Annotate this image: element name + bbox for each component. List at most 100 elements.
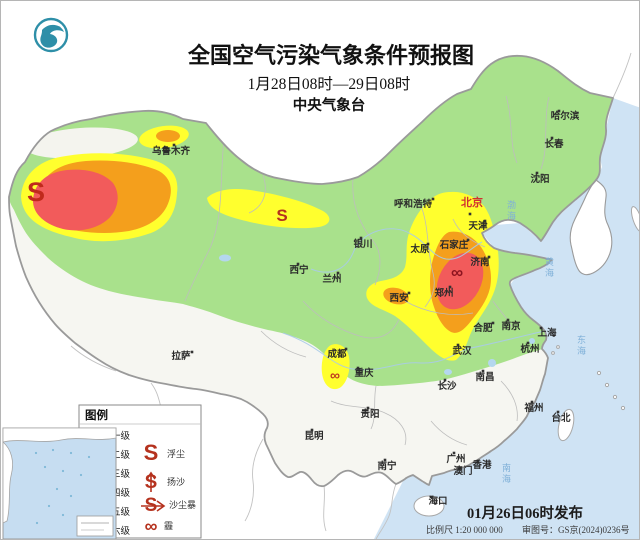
city-dot xyxy=(468,212,472,216)
china-border xyxy=(8,54,614,488)
legend-title: 图例 xyxy=(85,408,108,422)
city-dot xyxy=(556,410,560,414)
inset-scale-box xyxy=(76,515,114,537)
page-title: 全国空气污染气象条件预报图 xyxy=(187,43,474,68)
symbol-haze-icon: ∞ xyxy=(451,263,463,282)
city-label: 香港 xyxy=(471,459,492,471)
city-dot xyxy=(190,350,194,354)
city-label: 哈尔滨 xyxy=(551,110,580,122)
city-label: 太原 xyxy=(410,243,430,255)
city-dot xyxy=(452,451,456,455)
city-dot xyxy=(466,238,470,242)
foreign-borders xyxy=(70,52,632,539)
islands xyxy=(413,206,639,517)
legend-arrow-right-icon xyxy=(141,500,166,512)
taiwan-island xyxy=(557,408,575,442)
legend-arrow-up-icon xyxy=(146,471,156,492)
city-label: 长春 xyxy=(544,138,564,150)
inset-coast-2 xyxy=(2,441,13,524)
south-china-sea-inset xyxy=(2,427,117,539)
sea-label: 黄海 xyxy=(545,256,555,278)
region-level4-xian xyxy=(383,287,409,305)
city-dot xyxy=(476,459,480,463)
city-label: 重庆 xyxy=(354,367,374,379)
city-label: 昆明 xyxy=(304,431,324,442)
city-label: 武汉 xyxy=(452,345,472,357)
city-dot xyxy=(429,495,433,499)
city-label: 上海 xyxy=(537,327,557,339)
city-label: 成都 xyxy=(327,348,347,360)
city-label: 沈阳 xyxy=(530,173,549,185)
city-dot xyxy=(456,343,460,347)
city-label: 南昌 xyxy=(475,371,494,383)
city-label: 济南 xyxy=(470,256,490,268)
city-dot xyxy=(426,242,430,246)
city-label: 台北 xyxy=(551,412,571,424)
city-dot xyxy=(557,109,561,113)
city-dot xyxy=(458,466,462,470)
city-dot xyxy=(172,143,176,147)
legend-symbol-label: 浮尘 xyxy=(167,448,185,459)
city-dot xyxy=(383,458,387,462)
city-label: 兰州 xyxy=(322,273,341,285)
region-level5-north-china xyxy=(436,252,484,310)
city-label: 西宁 xyxy=(289,264,309,276)
city-dot xyxy=(359,236,363,240)
city-dot xyxy=(550,136,554,140)
city-label: 南宁 xyxy=(377,460,397,472)
city-label: 澳门 xyxy=(453,465,472,477)
city-label: 银川 xyxy=(353,238,372,250)
yangtze-river xyxy=(282,330,545,371)
province-borders xyxy=(184,95,550,446)
sea-label: 南海 xyxy=(502,462,512,484)
city-label: 石家庄 xyxy=(439,239,469,251)
city-label: 拉萨 xyxy=(171,350,191,362)
legend-symbol-haze-icon: ∞ xyxy=(145,516,158,536)
legend-symbol-dust-icon: S xyxy=(144,440,159,465)
sea-area xyxy=(374,98,639,539)
city-dot xyxy=(356,366,360,370)
inset-coast xyxy=(2,427,117,443)
inset-islands xyxy=(34,448,91,525)
city-dot xyxy=(539,326,543,330)
hainan-island xyxy=(413,495,445,517)
page-subtitle: 1月28日08时—29日08时 xyxy=(248,75,411,93)
city-label: 南京 xyxy=(501,320,521,332)
yellow-river xyxy=(310,228,483,273)
city-dot xyxy=(487,255,491,259)
legend-symbol-label: 扬沙 xyxy=(167,476,185,487)
region-level4-urumqi xyxy=(156,130,180,142)
city-label: 杭州 xyxy=(520,343,539,355)
symbol-dust-icon: S xyxy=(276,206,287,225)
city-dot xyxy=(310,428,314,432)
city-label: 天津 xyxy=(468,220,488,232)
city-dot xyxy=(407,291,411,295)
city-dot xyxy=(491,321,495,325)
city-dot xyxy=(448,285,452,289)
city-dot xyxy=(506,318,510,322)
sea-label: 东海 xyxy=(577,334,587,356)
city-dot xyxy=(535,171,539,175)
map-approval-number: 审图号：GS京(2024)0236号 xyxy=(522,524,630,535)
symbol-haze-icon: ∞ xyxy=(330,367,340,383)
region-level1-north-xinjiang xyxy=(24,127,138,159)
city-dot xyxy=(526,341,530,345)
region-level5-tarim xyxy=(32,169,118,231)
sea-label: 渤海 xyxy=(507,199,517,221)
symbol-dust-icon: S xyxy=(27,177,45,207)
city-label: 郑州 xyxy=(434,287,453,299)
city-label: 合肥 xyxy=(473,322,493,334)
korea-peninsula xyxy=(569,179,613,276)
city-label: 广州 xyxy=(446,453,465,465)
rivers xyxy=(282,228,545,371)
map-scale: 比例尺 1:20 000 000 xyxy=(426,524,503,535)
city-label: 海口 xyxy=(428,495,447,507)
city-label: 北京 xyxy=(461,195,483,209)
city-dot xyxy=(443,378,447,382)
publish-time: 01月26日06时发布 xyxy=(467,504,583,522)
city-dot xyxy=(336,271,340,275)
lakes xyxy=(219,254,535,375)
